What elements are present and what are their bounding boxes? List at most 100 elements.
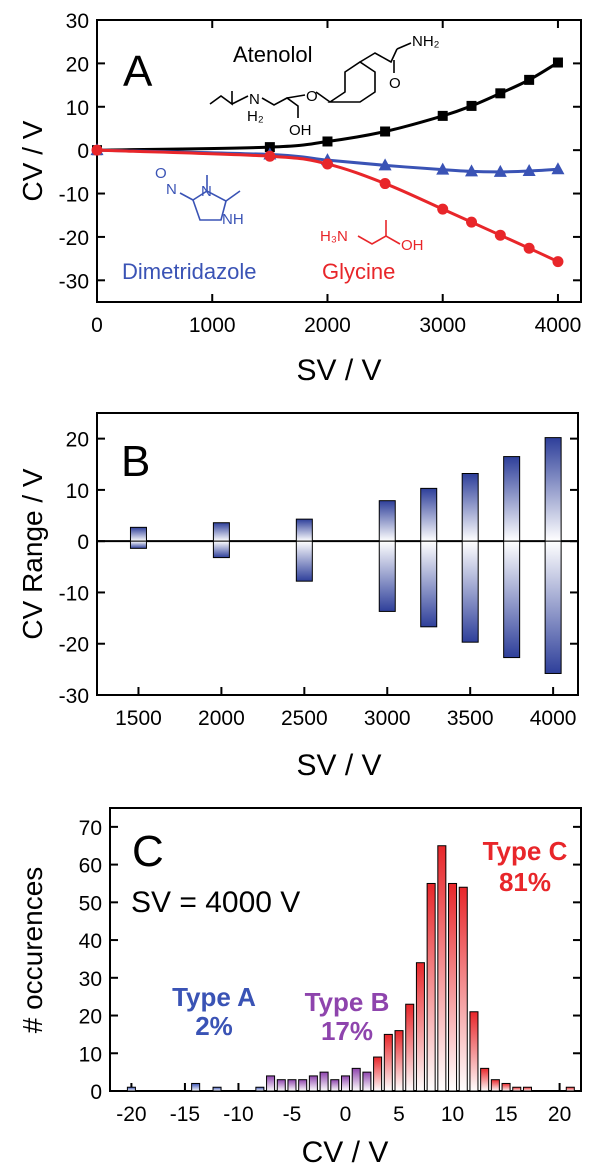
data-point-dimetridazole xyxy=(522,163,536,176)
histogram-bar-type-a xyxy=(126,1086,136,1092)
atenolol-structure xyxy=(209,42,412,118)
data-point-atenolol xyxy=(322,136,333,147)
type-a-label: Type A xyxy=(172,982,256,1012)
dimetridazole-n2: N xyxy=(201,183,212,200)
atenolol-o: O xyxy=(306,88,318,105)
data-point-glycine xyxy=(523,242,535,254)
atenolol-o2: O xyxy=(389,75,401,92)
histogram-bar-type-b xyxy=(308,1075,318,1092)
range-bar-upper xyxy=(420,487,438,542)
histogram-bar-type-b xyxy=(266,1075,276,1092)
y-tick-label: 0 xyxy=(90,1081,102,1104)
type-b-pct: 17% xyxy=(321,1016,373,1046)
data-point-atenolol xyxy=(466,100,477,111)
data-point-glycine xyxy=(91,144,103,156)
histogram-bar-type-c xyxy=(480,1067,490,1092)
panel-b-ylabel: CV Range / V xyxy=(17,468,48,640)
x-tick-label: 1500 xyxy=(115,707,162,730)
y-tick-label: 60 xyxy=(79,855,102,878)
atenolol-n: N xyxy=(249,91,260,108)
sv-annotation: SV = 4000 V xyxy=(131,886,300,919)
x-tick-label: -20 xyxy=(116,1103,146,1126)
range-bar-lower xyxy=(503,540,521,659)
panel-c-letter: C xyxy=(132,827,164,876)
range-bar-upper xyxy=(295,518,313,542)
panel-b-frame xyxy=(96,412,579,696)
x-tick-label: -10 xyxy=(223,1103,253,1126)
data-point-glycine xyxy=(437,203,449,215)
histogram-bar-type-c xyxy=(458,886,468,1092)
histogram-bar-type-a xyxy=(255,1086,265,1092)
y-tick-label: 10 xyxy=(66,480,89,503)
x-tick-label: 3500 xyxy=(447,707,494,730)
histogram-bar-type-b xyxy=(340,1075,351,1092)
range-bar-upper xyxy=(378,500,396,542)
atenolol-h2: H₂ xyxy=(247,108,264,125)
data-point-atenolol xyxy=(437,110,448,121)
series-line-glycine xyxy=(96,148,559,264)
histogram-bar-type-b xyxy=(319,1071,329,1092)
histogram-bar-type-c xyxy=(565,1086,575,1092)
y-tick-label: -20 xyxy=(59,634,89,657)
panel-a-ylabel: CV / V xyxy=(17,120,48,201)
x-tick-label: 4000 xyxy=(535,314,582,337)
histogram-bar-type-b xyxy=(276,1079,286,1092)
panel-b-xlabel: SV / V xyxy=(296,749,381,782)
histogram-bar-type-a xyxy=(212,1086,222,1092)
x-tick-label: 5 xyxy=(393,1103,405,1126)
histogram-bar-type-c xyxy=(512,1086,522,1092)
range-bar-lower xyxy=(212,540,230,559)
histogram-bar-type-c xyxy=(490,1079,500,1092)
x-tick-label: 3000 xyxy=(419,314,466,337)
glycine-formula-left: H₃N xyxy=(320,228,348,245)
histogram-bar-type-b xyxy=(351,1067,361,1092)
panel-b-letter: B xyxy=(121,437,150,486)
range-bar-upper xyxy=(461,473,479,542)
x-tick-label: 2000 xyxy=(304,314,351,337)
x-tick-label: 15 xyxy=(494,1103,517,1126)
dimetridazole-o: O xyxy=(155,165,167,182)
y-tick-label: -10 xyxy=(59,184,89,207)
data-point-glycine xyxy=(494,229,506,241)
histogram-bar-type-b xyxy=(287,1079,297,1092)
y-tick-label: 30 xyxy=(79,968,102,991)
histogram-bar-type-b xyxy=(298,1079,308,1092)
histogram-bar-type-b xyxy=(362,1071,372,1092)
histogram-bar-type-c xyxy=(405,1003,415,1092)
panel-c-ylabel: # occurences xyxy=(17,867,48,1034)
histogram-bar-type-c xyxy=(415,962,425,1092)
panel-c-xlabel: CV / V xyxy=(302,1136,389,1169)
x-tick-label: 2500 xyxy=(281,707,328,730)
data-point-dimetridazole xyxy=(465,164,479,177)
dimetridazole-nh: NH xyxy=(222,211,244,228)
y-tick-label: 40 xyxy=(79,930,102,953)
y-tick-label: -30 xyxy=(59,685,89,708)
series-line-atenolol xyxy=(96,61,559,152)
x-tick-label: 20 xyxy=(548,1103,571,1126)
glycine-structure xyxy=(357,220,401,245)
data-point-atenolol xyxy=(380,126,391,137)
series-line-dimetridazole xyxy=(96,148,559,174)
y-tick-label: -30 xyxy=(59,270,89,293)
x-tick-label: 0 xyxy=(91,314,103,337)
x-tick-label: -5 xyxy=(283,1103,302,1126)
range-bar-upper xyxy=(544,437,562,542)
data-point-glycine xyxy=(379,178,391,190)
data-point-glycine xyxy=(466,216,478,228)
data-point-glycine xyxy=(321,158,333,170)
y-tick-label: 50 xyxy=(79,892,102,915)
panel-a-xlabel: SV / V xyxy=(296,354,381,387)
data-point-glycine xyxy=(264,150,276,162)
range-bar-lower xyxy=(378,540,396,612)
type-c-pct: 81% xyxy=(499,867,551,897)
x-tick-label: 1000 xyxy=(189,314,236,337)
x-tick-label: 0 xyxy=(340,1103,352,1126)
y-tick-label: 0 xyxy=(77,140,89,163)
histogram-bar-type-c xyxy=(373,1056,383,1092)
y-tick-label: 30 xyxy=(66,10,89,33)
histogram-bar-type-c xyxy=(437,845,447,1092)
range-bar-upper xyxy=(503,456,521,542)
dimetridazole-n: N xyxy=(166,181,177,198)
atenolol-label: Atenolol xyxy=(233,42,313,67)
